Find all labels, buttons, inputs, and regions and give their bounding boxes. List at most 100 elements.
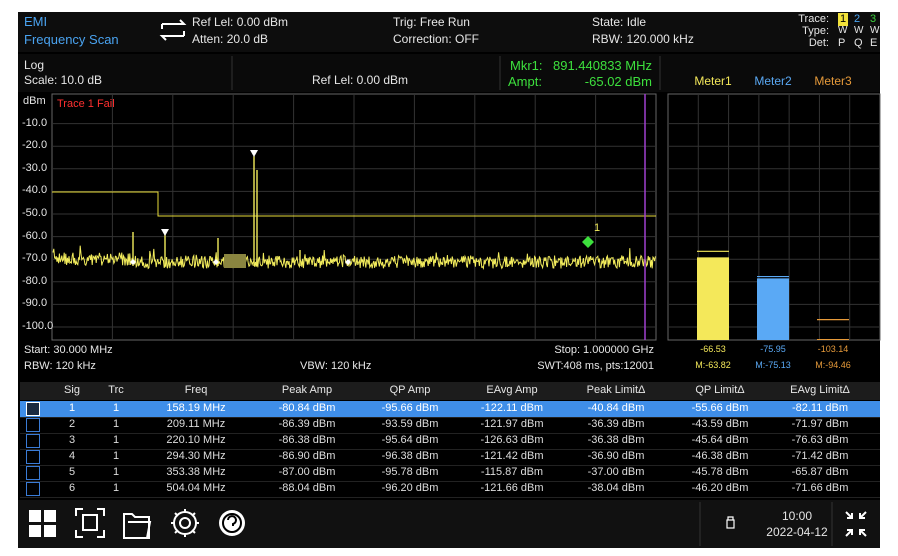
start-frequency: Start: 30.000 MHz	[24, 344, 113, 356]
table-cell: -93.59 dBm	[381, 418, 439, 430]
table-cell: -45.78 dBm	[691, 466, 749, 478]
table-cell: -86.90 dBm	[278, 450, 336, 462]
y-tick-label: -50.0	[22, 207, 48, 219]
table-cell: 1	[112, 434, 120, 446]
row-checkbox[interactable]	[26, 402, 40, 416]
trace-type: W	[870, 25, 880, 36]
table-cell: 1	[112, 402, 120, 414]
mode: EMI	[24, 14, 48, 29]
peak-marker	[250, 150, 258, 157]
row-checkbox[interactable]	[26, 434, 40, 448]
row-checkbox[interactable]	[26, 466, 40, 480]
trace-number[interactable]: 3	[870, 13, 877, 25]
toolbar-icons	[29, 508, 867, 539]
header-bar	[18, 12, 880, 52]
detector: Q	[854, 37, 863, 49]
table-row[interactable]	[20, 449, 880, 466]
table-row[interactable]	[20, 401, 880, 418]
state: State: Idle	[592, 15, 647, 29]
row-checkbox[interactable]	[26, 482, 40, 496]
trace-number[interactable]: 1	[838, 13, 849, 26]
fullscreen-icon[interactable]	[845, 511, 867, 537]
toolbar	[18, 500, 880, 548]
home-icon[interactable]	[29, 510, 56, 537]
y-tick-label: -20.0	[22, 139, 48, 152]
table-cell: 1	[112, 466, 120, 478]
settings-icon[interactable]	[171, 509, 199, 537]
table-cell: -115.87 dBm	[480, 466, 544, 478]
row-checkbox[interactable]	[26, 450, 40, 464]
table-cell: -87.00 dBm	[278, 466, 336, 478]
y-tick-label: -100.0	[22, 320, 54, 332]
table-cell: -121.97 dBm	[480, 418, 544, 430]
table-cell: -121.42 dBm	[480, 450, 544, 462]
file-icon[interactable]	[123, 513, 152, 539]
marker-frequency: 891.440833 MHz	[552, 58, 652, 73]
marker-amplitude: -65.02 dBm	[584, 74, 652, 89]
meter-max-value: M:-63.82	[695, 360, 731, 370]
fail-indicator: Trace 1 Fail	[57, 98, 115, 110]
table-row[interactable]	[20, 433, 880, 450]
limit-line	[52, 191, 656, 217]
clock-time: 10:00	[781, 509, 813, 523]
ref-level: Ref Lel: 0.00 dBm	[192, 15, 289, 29]
column-header: Peak Amp	[281, 384, 333, 396]
table-cell: -46.20 dBm	[691, 482, 749, 494]
usb-icon	[726, 516, 735, 529]
table-cell: -80.84 dBm	[278, 402, 336, 414]
table-cell: -36.38 dBm	[587, 434, 645, 446]
table-cell: 1	[112, 482, 120, 494]
peak-marker	[345, 259, 351, 265]
correction: Correction: OFF	[393, 32, 480, 46]
row-checkbox[interactable]	[26, 418, 40, 432]
table-cell: -76.63 dBm	[791, 434, 849, 446]
marker-number: 1	[594, 222, 601, 234]
sweep-time: SWT:408 ms, pts:12001	[537, 360, 654, 372]
peak-marker	[130, 259, 136, 265]
table-row[interactable]	[20, 481, 880, 498]
screenshot-icon[interactable]	[75, 508, 105, 538]
help-icon[interactable]	[219, 510, 245, 536]
detector: E	[870, 37, 878, 49]
y-tick-label: -70.0	[22, 252, 48, 265]
peak-marker	[161, 229, 169, 236]
plot-layer	[18, 12, 881, 548]
table-cell: -71.97 dBm	[791, 418, 849, 430]
table-cell: -55.66 dBm	[691, 402, 749, 414]
column-header: Sig	[64, 384, 80, 396]
marker-label: Ampt:	[508, 74, 542, 89]
column-header: EAvg LimitΔ	[790, 384, 850, 396]
meter-bar	[697, 257, 729, 340]
trace-label: Trace:	[798, 13, 829, 25]
table-cell: 2	[68, 418, 76, 430]
table-cell: -122.11 dBm	[480, 402, 544, 414]
attenuation: Atten: 20.0 dB	[192, 32, 269, 46]
table-cell: 4	[68, 450, 76, 462]
marker-diamond	[582, 236, 594, 248]
table-cell: -95.78 dBm	[381, 466, 439, 478]
table-cell: -96.38 dBm	[381, 450, 439, 462]
type-label: Type:	[802, 25, 829, 37]
peak-marker	[213, 259, 219, 265]
table-cell: -95.64 dBm	[381, 434, 439, 446]
meter-value: -75.95	[760, 344, 786, 354]
clock-date: 2022-04-12	[766, 525, 828, 539]
meter-name: Meter3	[814, 74, 852, 88]
table-cell: 220.10 MHz	[166, 434, 226, 446]
column-header: QP LimitΔ	[695, 384, 745, 396]
trace-number[interactable]: 2	[854, 13, 861, 25]
table-cell: -36.90 dBm	[587, 450, 645, 462]
table-row[interactable]	[20, 465, 880, 482]
trace	[52, 245, 656, 270]
table-cell: 353.38 MHz	[166, 466, 226, 478]
meter-value: -103.14	[817, 344, 849, 354]
rbw: RBW: 120 kHz	[24, 360, 96, 372]
vbw: VBW: 120 kHz	[300, 360, 372, 372]
table-row[interactable]	[20, 417, 880, 434]
table-cell: -71.66 dBm	[791, 482, 849, 494]
meter-bar	[757, 278, 789, 340]
y-tick-label: -80.0	[22, 274, 48, 287]
rbw: RBW: 120.000 kHz	[592, 32, 694, 46]
meter-bar	[817, 339, 849, 340]
